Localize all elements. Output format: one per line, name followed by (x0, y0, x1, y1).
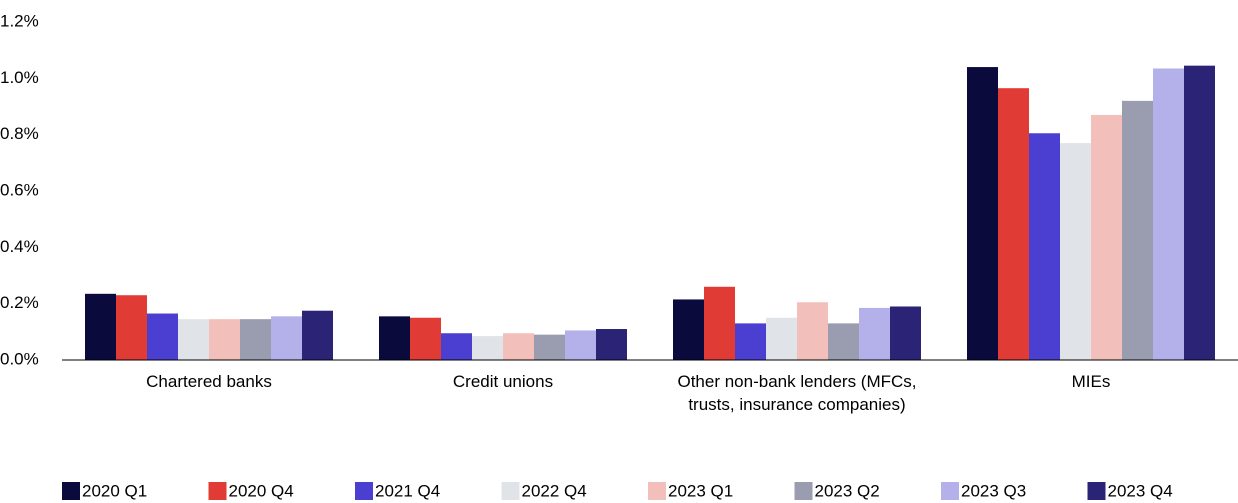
bar (302, 310, 333, 360)
x-tick-label: Other non-bank lenders (MFCs, trusts, in… (677, 372, 917, 414)
bar (967, 67, 998, 361)
legend-label: 2020 Q4 (229, 481, 294, 500)
legend-swatch (208, 482, 227, 500)
bar (441, 333, 472, 360)
bar (766, 317, 797, 360)
legend-swatch (355, 482, 373, 500)
legend-label: 2023 Q2 (815, 481, 880, 500)
y-tick-label: 0.6% (0, 180, 39, 199)
bar (1029, 133, 1060, 360)
bar (890, 306, 921, 360)
legend-swatch (941, 482, 959, 500)
legend-label: 2023 Q3 (961, 481, 1026, 500)
bar (673, 299, 704, 360)
bar (565, 330, 596, 360)
legend-label: 2021 Q4 (375, 481, 440, 500)
legend-label: 2022 Q4 (522, 481, 587, 500)
bar (116, 295, 147, 360)
legend-label: 2023 Q4 (1108, 481, 1173, 500)
bar (596, 329, 627, 360)
y-tick-label: 0.0% (0, 349, 39, 368)
bar (534, 334, 565, 360)
bar (735, 323, 766, 360)
bar (797, 302, 828, 360)
x-tick-label: Credit unions (452, 372, 554, 391)
bar (472, 336, 503, 360)
y-tick-label: 0.2% (0, 293, 39, 312)
y-tick-label: 0.4% (0, 237, 39, 256)
bar (240, 319, 271, 360)
bar (85, 293, 116, 360)
bar (209, 319, 240, 360)
bar (410, 317, 441, 360)
bar (1091, 114, 1122, 360)
bar (1060, 143, 1091, 360)
legend-swatch (794, 482, 813, 500)
legend-label: 2023 Q1 (668, 481, 733, 500)
x-tick-label: MIEs (1071, 372, 1111, 391)
bar (178, 319, 209, 360)
bar (379, 316, 410, 360)
y-tick-label: 0.8% (0, 124, 39, 143)
legend-swatch (1087, 482, 1106, 500)
bar (859, 307, 890, 360)
legend-swatch (62, 482, 80, 500)
bar (1153, 68, 1184, 360)
bar (704, 286, 735, 360)
x-tick-label: Chartered banks (146, 372, 272, 391)
bar (503, 333, 534, 360)
bar (147, 313, 178, 360)
bar (1122, 100, 1153, 360)
y-tick-label: 1.0% (0, 68, 39, 87)
bar (1184, 65, 1215, 361)
legend-swatch (648, 482, 666, 500)
legend-label: 2020 Q1 (82, 481, 147, 500)
legend-swatch (501, 482, 520, 500)
y-tick-label: 1.2% (0, 11, 39, 30)
bar (998, 88, 1029, 361)
bar (828, 323, 859, 360)
bar (271, 316, 302, 360)
